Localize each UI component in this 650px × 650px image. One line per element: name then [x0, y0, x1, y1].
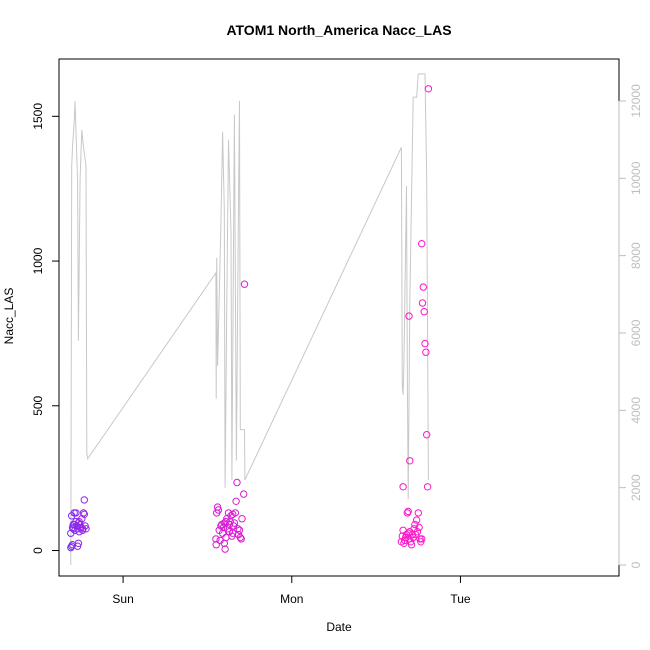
data-point: [412, 516, 421, 524]
data-point: [221, 545, 229, 553]
y-right-tick-label: 2000: [629, 474, 643, 501]
data-point: [403, 509, 411, 517]
y-right-tick-label: 0: [629, 561, 643, 568]
data-point: [399, 483, 407, 491]
data-point: [237, 535, 245, 543]
plot-area: [67, 73, 433, 566]
data-point: [418, 299, 427, 307]
y-right-tick-label: 10000: [629, 161, 643, 195]
x-axis-label: Date: [326, 620, 352, 634]
data-point: [414, 509, 422, 517]
data-point: [420, 308, 428, 316]
data-point: [232, 497, 240, 505]
axes: Sun Mon Tue 0 500 1000 1500 0 2000 4000 6000 8000 10…: [31, 58, 643, 606]
data-point: [222, 533, 230, 542]
x-tick-label: Tue: [450, 592, 471, 606]
data-point: [225, 520, 234, 529]
data-point: [423, 431, 431, 439]
data-point: [69, 525, 78, 533]
data-point: [80, 496, 89, 504]
data-point: [404, 529, 412, 537]
data-point: [74, 539, 83, 547]
data-point: [73, 542, 82, 550]
data-point: [405, 312, 413, 320]
data-point: [72, 509, 80, 517]
data-point: [212, 535, 220, 543]
data-point: [82, 525, 90, 533]
data-point: [418, 535, 426, 543]
data-point: [236, 533, 245, 542]
y-left-tick-label: 500: [31, 395, 45, 415]
data-point: [78, 526, 87, 534]
data-point: [229, 510, 237, 518]
data-point: [225, 528, 234, 536]
data-point: [233, 478, 241, 487]
data-point: [421, 339, 429, 348]
plot-frame: [58, 58, 620, 577]
data-point: [81, 522, 89, 530]
data-point: [419, 283, 427, 291]
y-right-tick-label: 6000: [629, 319, 643, 346]
data-point: [422, 348, 430, 356]
data-point: [70, 520, 78, 529]
data-point: [406, 457, 414, 465]
data-point: [238, 515, 246, 523]
data-point: [213, 503, 222, 511]
data-point: [80, 510, 89, 518]
data-point: [214, 506, 223, 514]
data-point: [423, 483, 432, 491]
y-right-tick-label: 8000: [629, 242, 643, 269]
y-right-tick-label: 12000: [629, 84, 643, 118]
y-axis-label: Nacc_LAS: [2, 288, 16, 345]
chart-title: ATOM1 North_America Nacc_LAS: [226, 22, 451, 38]
data-point: [418, 240, 426, 248]
data-point: [79, 509, 88, 517]
x-tick-label: Mon: [280, 592, 303, 606]
y-left-tick-label: 1000: [31, 247, 45, 274]
data-point: [398, 532, 406, 540]
data-point: [240, 280, 249, 288]
data-point: [407, 538, 415, 546]
data-point: [417, 538, 425, 546]
data-point: [230, 519, 239, 527]
data-point: [404, 507, 412, 516]
line-series: [70, 73, 429, 566]
data-point: [407, 541, 416, 549]
data-point: [413, 528, 422, 536]
data-point: [415, 523, 423, 532]
y-left-tick-label: 0: [31, 547, 45, 554]
y-right-tick-label: 4000: [629, 397, 643, 424]
data-point: [220, 519, 229, 527]
y-left-tick-label: 1500: [31, 103, 45, 130]
data-point: [424, 85, 433, 93]
data-point: [235, 526, 244, 534]
x-tick-label: Sun: [112, 592, 133, 606]
data-point: [212, 541, 220, 549]
data-point: [240, 490, 248, 498]
data-point: [234, 525, 242, 533]
